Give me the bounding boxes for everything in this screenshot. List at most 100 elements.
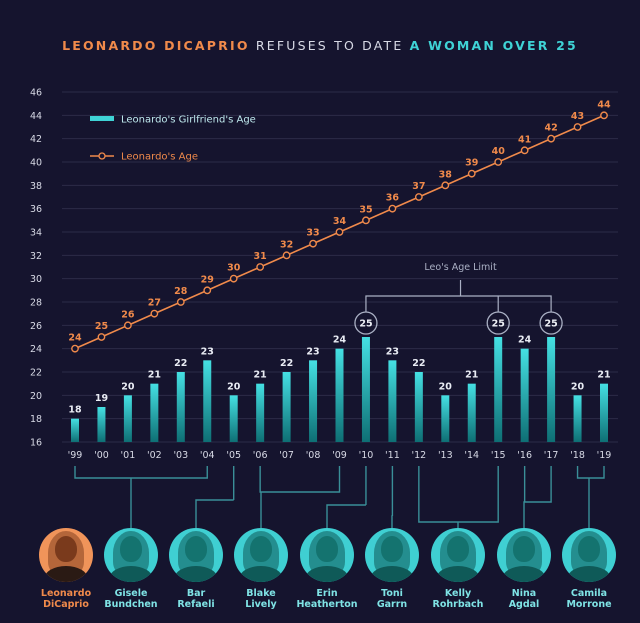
title-part-middle: REFUSES TO DATE xyxy=(249,38,410,53)
age-limit-label: Leo's Age Limit xyxy=(424,262,497,273)
bar xyxy=(335,348,344,442)
limit-bracket xyxy=(365,295,552,312)
person-name: Leonardo DiCaprio xyxy=(40,588,92,610)
leo-age-point xyxy=(256,263,265,271)
title-part-emphasis: A WOMAN OVER 25 xyxy=(409,38,578,53)
y-tick-label: 38 xyxy=(30,181,42,192)
leo-age-label: 25 xyxy=(95,321,108,332)
x-tick-label: '00 xyxy=(94,450,109,461)
bar xyxy=(123,395,132,442)
leo-age-label: 41 xyxy=(518,134,531,145)
leo-age-point xyxy=(520,146,529,155)
bar-value-label: 24 xyxy=(518,335,532,346)
y-tick-label: 24 xyxy=(30,344,42,355)
bar xyxy=(282,372,291,442)
bar-value-label: 20 xyxy=(227,381,241,392)
person-name: Blake Lively xyxy=(245,588,277,610)
leo-age-label: 31 xyxy=(254,251,267,262)
person-name: Camila Morrone xyxy=(566,588,612,610)
leo-age-label: 30 xyxy=(227,263,241,274)
bar xyxy=(467,383,476,442)
y-tick-label: 18 xyxy=(30,414,42,425)
leo-age-point xyxy=(414,193,423,201)
bar xyxy=(573,395,582,442)
bar-value-label: 20 xyxy=(439,381,453,392)
bar-value-label: 21 xyxy=(254,370,267,381)
bar-value-label: 19 xyxy=(95,393,108,404)
person-name: Nina Agdal xyxy=(508,588,540,610)
x-tick-label: '18 xyxy=(570,450,585,461)
bar-value-label: 20 xyxy=(571,381,585,392)
y-tick-label: 26 xyxy=(30,321,42,332)
person-card: Erin Heatherton xyxy=(294,528,360,610)
avatar xyxy=(431,528,485,582)
person-name: Erin Heatherton xyxy=(296,588,358,610)
leo-age-label: 24 xyxy=(68,333,82,344)
y-tick-label: 28 xyxy=(30,298,42,309)
leo-age-label: 42 xyxy=(544,123,557,134)
leo-age-label: 44 xyxy=(597,99,611,110)
leo-age-point xyxy=(97,333,106,341)
avatar xyxy=(497,528,551,582)
person-card: Bar Refaeli xyxy=(163,528,229,610)
x-tick-label: '03 xyxy=(173,450,188,461)
avatar xyxy=(104,528,158,582)
bar xyxy=(361,337,370,442)
x-tick-label: '16 xyxy=(517,450,532,461)
leo-age-point xyxy=(494,158,503,166)
legend-bar-swatch xyxy=(90,116,114,121)
bar-value-label: 25 xyxy=(359,319,372,330)
y-tick-label: 16 xyxy=(30,438,42,449)
year-person-connector xyxy=(74,466,208,528)
leo-age-point xyxy=(600,111,608,120)
leo-age-label: 37 xyxy=(412,181,425,192)
legend-leo-label: Leonardo's Age xyxy=(121,152,198,163)
y-tick-label: 46 xyxy=(30,88,42,99)
bar-value-label: 22 xyxy=(174,358,187,369)
chart-title: LEONARDO DICAPRIO REFUSES TO DATE A WOMA… xyxy=(0,38,640,53)
leo-age-label: 33 xyxy=(306,228,319,239)
bar-value-label: 20 xyxy=(121,381,135,392)
leo-age-point xyxy=(71,344,79,353)
bar-value-label: 21 xyxy=(465,370,478,381)
person-card: Toni Garrn xyxy=(359,528,425,610)
leo-age-label: 35 xyxy=(359,204,372,215)
x-tick-label: '15 xyxy=(491,450,506,461)
leo-age-point xyxy=(573,123,582,131)
legend-girlfriend-label: Leonardo's Girlfriend's Age xyxy=(121,115,256,126)
person-card: Nina Agdal xyxy=(491,528,557,610)
leo-age-point xyxy=(203,286,212,295)
bar-value-label: 21 xyxy=(597,370,610,381)
bar-value-label: 24 xyxy=(333,335,347,346)
bar xyxy=(494,337,503,442)
bar-value-label: 18 xyxy=(68,405,82,416)
leo-age-point xyxy=(441,181,450,190)
person-card: Blake Lively xyxy=(228,528,294,610)
bar xyxy=(176,372,185,442)
bar-value-label: 22 xyxy=(412,358,425,369)
leo-age-point xyxy=(229,274,238,283)
bar xyxy=(150,383,159,442)
bar xyxy=(203,360,212,442)
y-tick-label: 30 xyxy=(30,274,42,285)
bar xyxy=(71,418,79,442)
avatar xyxy=(300,528,354,582)
x-tick-label: '12 xyxy=(411,450,426,461)
x-tick-label: '06 xyxy=(253,450,268,461)
leo-age-point xyxy=(282,251,291,260)
bar xyxy=(388,360,397,442)
y-tick-label: 32 xyxy=(30,251,42,262)
leo-age-label: 40 xyxy=(492,146,506,157)
year-person-connector xyxy=(259,466,341,528)
person-name: Gisele Bundchen xyxy=(104,588,158,610)
avatar xyxy=(169,528,223,582)
x-tick-label: '19 xyxy=(597,450,612,461)
x-tick-label: '11 xyxy=(385,450,400,461)
bar xyxy=(441,395,450,442)
bar xyxy=(229,395,238,442)
x-tick-label: '02 xyxy=(147,450,162,461)
year-person-connector xyxy=(523,466,552,528)
leo-age-label: 27 xyxy=(148,298,161,309)
